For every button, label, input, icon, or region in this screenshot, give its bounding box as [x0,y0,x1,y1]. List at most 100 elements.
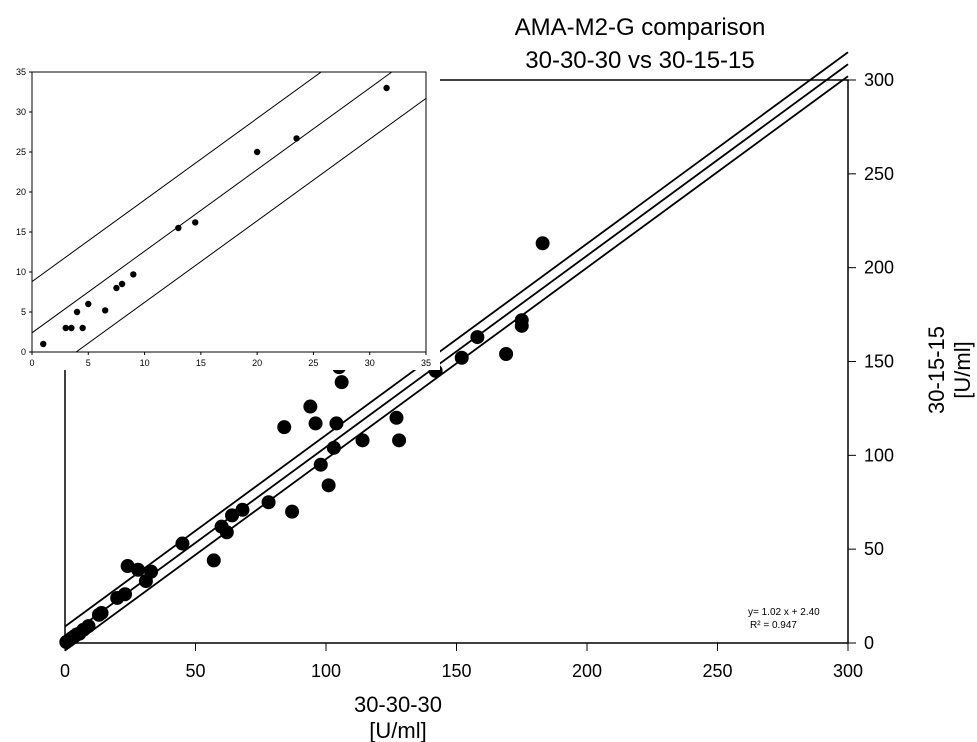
y-axis-label-line-1: 30-15-15 [924,326,949,414]
chart-title-line-1: AMA-M2-G comparison [515,14,766,41]
inset-data-point [101,307,109,314]
inset-data-point [68,324,75,332]
main-data-point [303,399,318,414]
r-squared: R² = 0.947 [750,620,797,631]
inset-data-point [118,280,126,288]
inset-data-point [113,284,120,292]
inset-data-point [383,84,390,92]
main-y-ticks: 0 50 100 150 200 250 300 [848,70,894,653]
x-axis-label-line-1: 30-30-30 [354,692,442,717]
main-plot: 0 50 100 150 200 250 300 0 50 100 150 200 250 300 y=… [59,51,894,681]
main-y-tick-label: 150 [864,352,894,372]
main-y-tick-label: 200 [864,258,894,278]
y-axis-label-line-2: [U/ml] [950,341,975,398]
regression-equation: y= 1.02 x + 2.40 [748,607,820,618]
chart-title-line-2: 30-30-30 vs 30-15-15 [525,47,754,74]
inset-x-ticks: 0 5 10 15 20 25 30 35 [29,352,431,368]
inset-data-point [253,148,261,156]
inset-y-tick-label: 30 [16,107,26,117]
main-x-ticks: 0 50 100 150 200 250 300 [60,643,863,681]
main-data-points [59,236,550,650]
main-data-point [261,495,276,510]
main-y-tick-label: 50 [864,539,884,559]
inset-x-tick-label: 25 [308,358,318,368]
main-data-point [277,420,292,435]
main-data-point [499,346,514,361]
inset-x-tick-label: 10 [140,358,150,368]
main-data-point [392,433,407,448]
inset-y-tick-label: 0 [21,347,26,357]
x-axis-label-line-2: [U/ml] [369,718,426,742]
inset-data-point [62,324,69,332]
main-data-point [175,536,190,551]
inset-upper-band-line [32,72,323,283]
main-data-point [355,433,370,448]
main-x-tick-label: 300 [833,661,863,681]
inset-plot-frame [31,71,427,353]
main-data-point [334,375,349,390]
main-data-point [81,619,96,634]
inset-lower-band-line [75,97,426,352]
main-regression-lines [64,51,849,652]
main-data-point [321,478,336,493]
main-y-tick-label: 0 [864,633,874,653]
inset-background [0,0,440,370]
inset-data-point [40,340,47,348]
inset-data-point [73,308,81,316]
inset-data-point [192,219,199,226]
main-data-point [514,313,529,328]
main-data-point [308,416,323,431]
main-x-tick-label: 100 [311,661,341,681]
main-data-point [235,502,250,517]
inset-plot: 0 5 10 15 20 25 30 35 0 5 10 15 20 25 30 35 [0,0,440,370]
inset-y-ticks: 0 5 10 15 20 25 30 35 [16,67,32,357]
inset-x-tick-label: 0 [29,358,34,368]
main-y-tick-label: 250 [864,164,894,184]
main-upper-band-line [64,51,849,628]
inset-y-tick-label: 15 [16,227,26,237]
main-data-point [225,508,240,523]
inset-regression-line [32,72,393,334]
inset-x-tick-label: 15 [196,358,206,368]
main-data-point [313,457,328,472]
main-data-point [94,605,109,620]
main-data-point [118,587,133,602]
main-data-point [389,410,404,425]
main-data-point [131,562,146,577]
inset-x-tick-label: 35 [421,358,431,368]
main-data-point [470,330,485,345]
main-lower-band-line [64,75,849,652]
main-data-point [144,564,159,579]
inset-x-tick-label: 20 [252,358,262,368]
inset-data-point [79,324,86,332]
main-data-point [285,504,300,519]
main-x-tick-label: 250 [702,661,732,681]
inset-y-tick-label: 25 [16,147,26,157]
main-data-point [329,416,344,431]
inset-y-tick-label: 5 [21,307,26,317]
inset-data-point [293,135,300,142]
inset-data-points [40,84,390,348]
inset-data-point [175,224,182,232]
inset-x-tick-label: 5 [86,358,91,368]
inset-x-tick-label: 30 [365,358,375,368]
main-x-tick-label: 150 [441,661,471,681]
inset-data-point [85,300,92,308]
main-data-point [535,236,550,251]
main-x-tick-label: 50 [185,661,205,681]
inset-data-point [130,271,137,278]
inset-y-tick-label: 20 [16,187,26,197]
main-x-tick-label: 200 [572,661,602,681]
main-data-point [206,553,221,568]
main-x-tick-label: 0 [60,661,70,681]
inset-y-tick-label: 35 [16,67,26,77]
inset-y-tick-label: 10 [16,267,26,277]
main-data-point [454,350,469,365]
main-data-point [219,525,234,540]
main-regression-line [64,63,849,640]
main-y-tick-label: 100 [864,445,894,465]
main-data-point [326,440,341,455]
inset-regression-lines [32,72,426,352]
main-y-tick-label: 300 [864,70,894,90]
